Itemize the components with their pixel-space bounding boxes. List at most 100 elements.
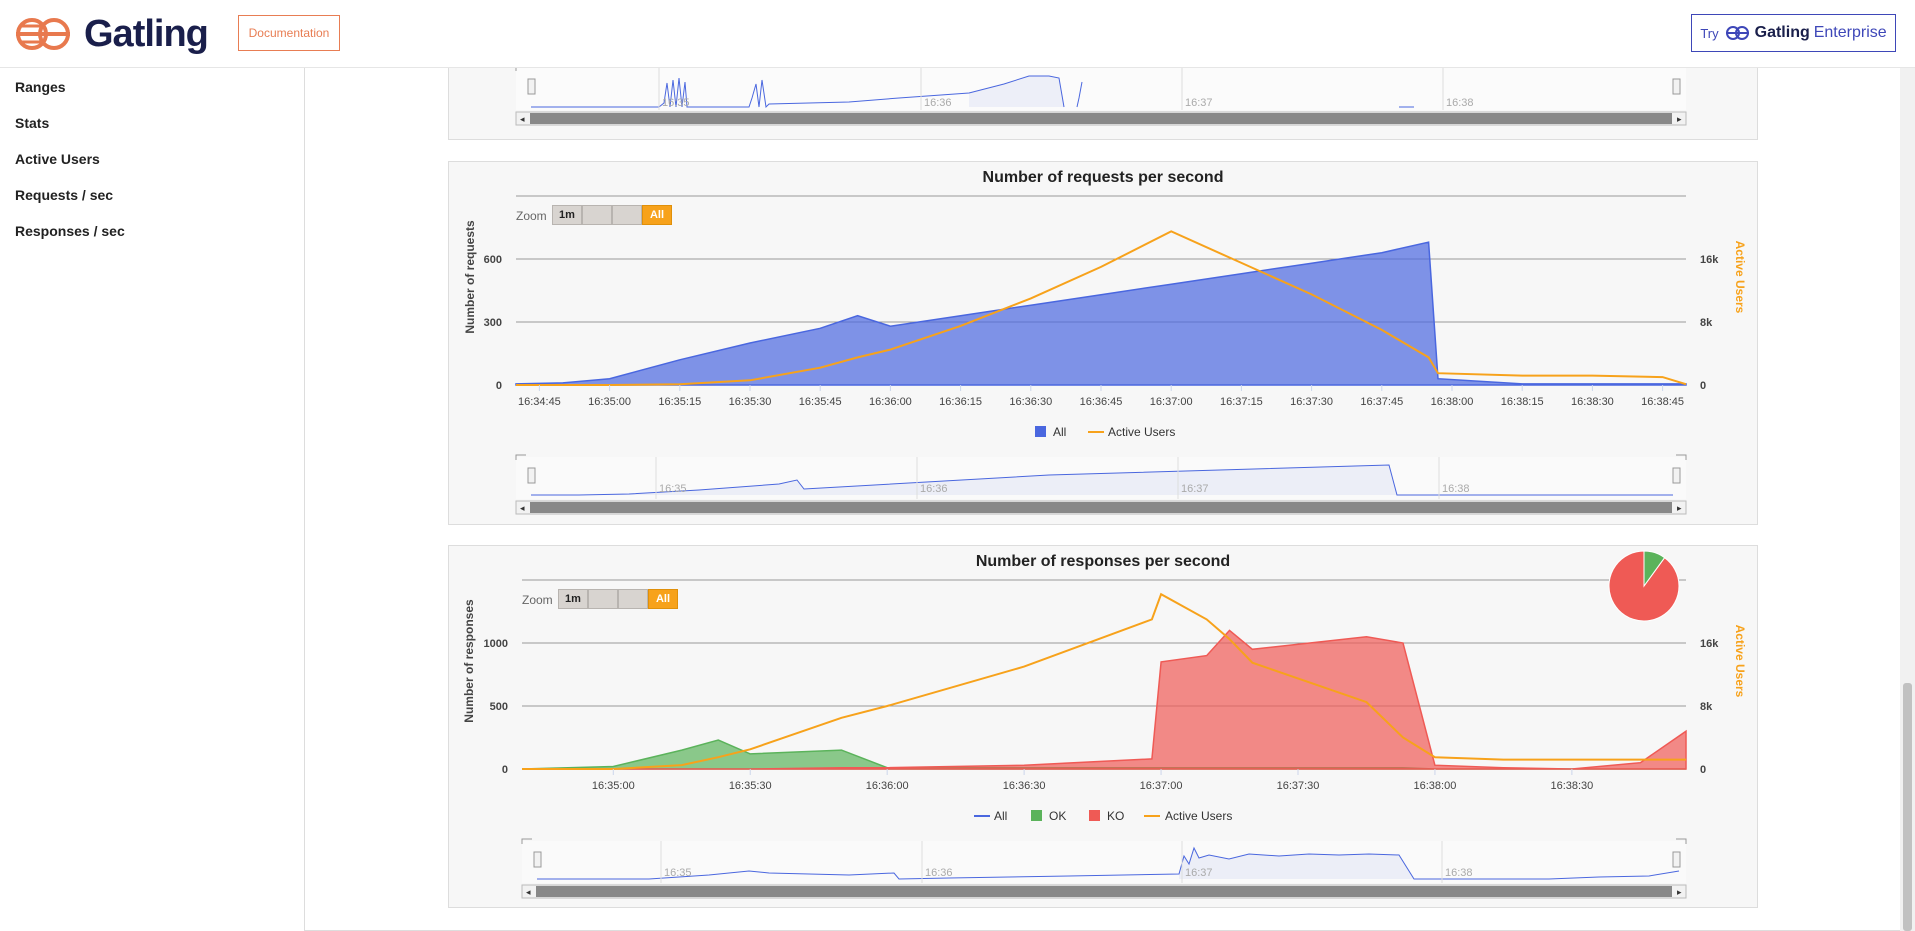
y-tick-left: 1000 [484, 638, 508, 650]
active-users-navigator[interactable]: 16:35 16:36 16:37 16:38 ◂ ▸ [449, 68, 1759, 140]
sidebar-item-responses-per-sec[interactable]: Responses / sec [15, 223, 125, 239]
scroll-left-arrow-icon[interactable]: ◂ [520, 503, 525, 513]
requests-chart-container: Number of requests per second Zoom 1m Al… [448, 161, 1758, 525]
x-tick: 16:35:15 [658, 396, 701, 408]
zoom-all-button[interactable]: All [642, 205, 672, 225]
y-axis-label-left: Number of requests [463, 220, 477, 334]
zoom-buttons: 1m All [558, 589, 678, 609]
zoom-button-3[interactable] [618, 589, 648, 609]
x-tick: 16:37:00 [1140, 780, 1183, 792]
x-tick: 16:35:30 [729, 396, 772, 408]
y-tick-left: 0 [502, 764, 508, 776]
navigator-right-handle[interactable] [1672, 467, 1681, 484]
pie-slice-ok[interactable] [1643, 550, 1666, 588]
legend-all[interactable]: All [1053, 425, 1066, 439]
x-tick: 16:35:00 [592, 780, 635, 792]
navigator-tick: 16:36 [920, 483, 948, 495]
documentation-button[interactable]: Documentation [238, 15, 340, 51]
scroll-left-arrow-icon[interactable]: ◂ [526, 887, 531, 897]
scroll-left-arrow-icon[interactable]: ◂ [520, 114, 525, 124]
x-tick: 16:35:30 [729, 780, 772, 792]
x-tick: 16:37:45 [1360, 396, 1403, 408]
x-tick: 16:36:00 [869, 396, 912, 408]
try-enterprise-button[interactable]: Try Gatling Enterprise [1691, 14, 1896, 52]
navigator-tick: 16:37 [1181, 483, 1209, 495]
series-area-ko[interactable] [522, 629, 1687, 770]
series-area-all[interactable] [515, 241, 1687, 386]
navigator-tick: 16:36 [925, 867, 953, 879]
try-label: Try [1700, 25, 1719, 41]
navigator-left-handle[interactable] [527, 467, 536, 484]
gatling-logo[interactable]: Gatling [14, 12, 209, 56]
ok-ko-pie-chart[interactable] [1608, 550, 1680, 622]
zoom-button-2[interactable] [588, 589, 618, 609]
navigator-scrollbar-thumb[interactable] [530, 502, 1672, 513]
zoom-buttons: 1m All [552, 205, 672, 225]
enterprise-label: Enterprise [1813, 24, 1887, 41]
navigator-left-handle[interactable] [527, 78, 536, 95]
navigator-scrollbar-thumb[interactable] [530, 113, 1672, 124]
legend-ko-swatch[interactable] [1089, 810, 1100, 821]
legend-all-swatch[interactable] [1035, 426, 1046, 437]
page-scrollbar[interactable] [1900, 68, 1915, 931]
navigator-tick: 16:37 [1185, 97, 1213, 109]
x-tick: 16:34:45 [518, 396, 561, 408]
zoom-1m-button[interactable]: 1m [558, 589, 588, 609]
legend-all[interactable]: All [994, 809, 1007, 823]
legend-ko[interactable]: KO [1107, 809, 1124, 823]
sidebar-item-active-users[interactable]: Active Users [15, 151, 100, 167]
navigator-tick: 16:35 [664, 867, 692, 879]
zoom-label: Zoom [516, 209, 547, 223]
x-tick: 16:38:45 [1641, 396, 1684, 408]
gatling-logo-icon [16, 18, 70, 50]
chart-title: Number of responses per second [975, 553, 1231, 570]
responses-navigator[interactable]: 16:35 16:36 16:37 16:38 ◂ ▸ [521, 838, 1687, 899]
sidebar: Ranges Stats Active Users Requests / sec… [0, 68, 305, 931]
y-tick-left: 600 [484, 254, 502, 266]
x-tick: 16:37:30 [1290, 396, 1333, 408]
zoom-button-2[interactable] [582, 205, 612, 225]
x-tick: 16:36:30 [1009, 396, 1052, 408]
navigator-tick: 16:35 [659, 483, 687, 495]
navigator-tick: 16:37 [1185, 867, 1213, 879]
x-tick: 16:38:00 [1414, 780, 1457, 792]
y-tick-right: 16k [1700, 638, 1719, 650]
series-line-active-users[interactable] [522, 592, 1686, 770]
top-bar: Gatling Documentation Try Gatling Enterp… [0, 0, 1915, 68]
x-tick: 16:35:45 [799, 396, 842, 408]
legend-active-users[interactable]: Active Users [1165, 809, 1232, 823]
responses-chart: 0 500 1000 0 8k 16k 16:35:00 16:35:30 16:36:00 16… [462, 550, 1747, 899]
series-line-active-users[interactable] [516, 230, 1687, 386]
sidebar-item-ranges[interactable]: Ranges [15, 79, 66, 95]
requests-navigator[interactable]: 16:35 16:36 16:37 16:38 ◂ ▸ [515, 454, 1687, 515]
scroll-right-arrow-icon[interactable]: ▸ [1677, 887, 1682, 897]
navigator-tick: 16:38 [1445, 867, 1473, 879]
x-tick: 16:35:00 [588, 396, 631, 408]
navigator-scrollbar-thumb[interactable] [536, 886, 1672, 897]
navigator-right-handle[interactable] [1672, 78, 1681, 95]
y-tick-right: 8k [1700, 317, 1713, 329]
zoom-all-button[interactable]: All [648, 589, 678, 609]
page-scrollbar-thumb[interactable] [1903, 683, 1912, 931]
navigator-right-handle[interactable] [1672, 851, 1681, 868]
x-tick: 16:37:00 [1150, 396, 1193, 408]
x-tick: 16:38:30 [1550, 780, 1593, 792]
legend-ok[interactable]: OK [1049, 809, 1066, 823]
scroll-right-arrow-icon[interactable]: ▸ [1677, 503, 1682, 513]
chart-title: Number of requests per second [982, 169, 1224, 186]
y-tick-right: 8k [1700, 701, 1713, 713]
x-tick: 16:36:30 [1003, 780, 1046, 792]
x-tick: 16:36:15 [939, 396, 982, 408]
requests-chart: 0 300 600 0 8k 16k 16:34:45 16:35:00 16:35:15 16:… [463, 195, 1747, 515]
navigator-left-handle[interactable] [533, 851, 542, 868]
y-tick-right: 0 [1700, 764, 1706, 776]
sidebar-item-stats[interactable]: Stats [15, 115, 50, 131]
sidebar-item-requests-per-sec[interactable]: Requests / sec [15, 187, 114, 203]
zoom-1m-button[interactable]: 1m [552, 205, 582, 225]
zoom-button-3[interactable] [612, 205, 642, 225]
legend-active-users[interactable]: Active Users [1108, 425, 1175, 439]
legend-ok-swatch[interactable] [1031, 810, 1042, 821]
y-axis-label-right: Active Users [1733, 625, 1747, 698]
gatling-small-logo-icon [1725, 26, 1749, 40]
scroll-right-arrow-icon[interactable]: ▸ [1677, 114, 1682, 124]
